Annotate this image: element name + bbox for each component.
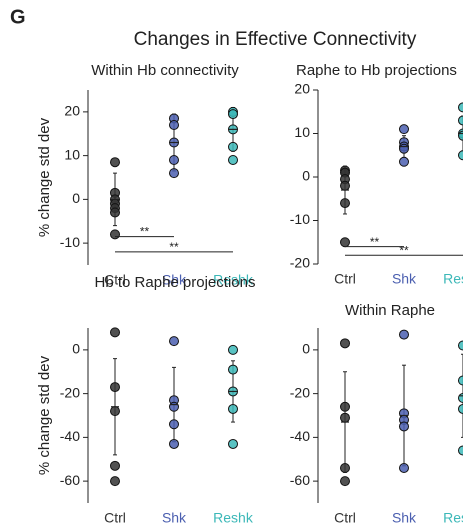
y-tick-label: 10: [64, 146, 80, 162]
y-tick-label: -20: [60, 384, 80, 400]
panel-label: G: [10, 6, 26, 28]
data-point: [458, 130, 463, 141]
data-point: [340, 237, 350, 248]
data-point: [340, 476, 350, 487]
data-point: [228, 155, 238, 165]
data-point: [458, 445, 463, 456]
data-point: [340, 338, 350, 349]
x-tick-label: Reshk: [213, 272, 254, 288]
data-point: [169, 438, 179, 449]
x-tick-label: Reshk: [213, 510, 254, 523]
y-axis-label: % change std dev: [36, 355, 53, 475]
data-point: [458, 403, 463, 414]
data-point: [458, 150, 463, 161]
data-point: [340, 180, 350, 191]
data-point: [458, 115, 463, 126]
x-tick-label: Shk: [392, 271, 417, 287]
data-point: [110, 157, 120, 168]
data-point: [169, 168, 179, 179]
data-point: [458, 102, 463, 113]
data-point: [169, 419, 179, 430]
data-point: [110, 327, 120, 338]
panel-title: Within Hb connectivity: [91, 62, 239, 79]
data-point: [458, 393, 463, 403]
y-tick-label: -40: [60, 428, 80, 444]
data-point: [169, 336, 179, 347]
data-point: [169, 155, 179, 165]
significance-label: **: [140, 225, 150, 239]
x-tick-label: Shk: [162, 272, 187, 288]
y-tick-label: -40: [290, 428, 310, 444]
x-tick-label: Ctrl: [334, 271, 356, 287]
significance-label: **: [399, 243, 409, 257]
x-tick-label: Shk: [162, 510, 187, 523]
y-tick-label: 0: [302, 341, 310, 357]
data-point: [399, 463, 409, 473]
data-point: [110, 460, 120, 471]
panel-title: Raphe to Hb projections: [296, 62, 457, 79]
data-point: [110, 382, 120, 393]
data-point: [340, 412, 350, 423]
data-point: [458, 375, 463, 386]
panel-title: Within Raphe: [345, 302, 435, 319]
data-point: [169, 401, 179, 412]
y-tick-label: -20: [290, 255, 310, 271]
y-tick-label: 0: [72, 341, 80, 357]
x-tick-label: Ctrl: [104, 510, 126, 523]
data-point: [228, 344, 238, 355]
data-point: [228, 364, 238, 375]
data-point: [340, 198, 350, 209]
data-point: [340, 463, 350, 473]
y-tick-label: 0: [72, 190, 80, 206]
x-tick-label: Reshk: [443, 271, 463, 287]
data-point: [399, 143, 409, 154]
data-point: [458, 340, 463, 351]
data-point: [399, 156, 409, 167]
y-tick-label: 20: [64, 103, 80, 119]
data-point: [228, 141, 238, 152]
x-tick-label: Shk: [392, 510, 417, 523]
data-point: [228, 438, 238, 449]
data-point: [399, 124, 409, 135]
figure-title: Changes in Effective Connectivity: [134, 29, 417, 50]
x-tick-label: Ctrl: [104, 272, 126, 288]
x-tick-label: Ctrl: [334, 510, 356, 523]
data-point: [340, 401, 350, 412]
data-point: [228, 403, 238, 414]
data-point: [110, 207, 120, 218]
data-point: [399, 421, 409, 432]
data-point: [110, 476, 120, 487]
data-point: [228, 109, 238, 120]
data-point: [110, 406, 120, 417]
x-tick-label: Reshk: [443, 510, 463, 523]
y-tick-label: -60: [290, 472, 310, 488]
panel-title: Hb to Raphe projections: [95, 274, 256, 291]
y-tick-label: 20: [294, 81, 310, 97]
y-tick-label: -10: [290, 211, 310, 227]
y-tick-label: -60: [60, 472, 80, 488]
y-tick-label: 10: [294, 124, 310, 140]
data-point: [110, 229, 120, 240]
y-tick-label: 0: [302, 168, 310, 184]
significance-label: **: [169, 240, 179, 254]
y-tick-label: -20: [290, 384, 310, 400]
y-axis-label: % change std dev: [36, 117, 53, 237]
data-point: [169, 120, 179, 130]
significance-label: **: [370, 235, 380, 249]
y-tick-label: -10: [60, 234, 80, 250]
data-point: [399, 329, 409, 340]
